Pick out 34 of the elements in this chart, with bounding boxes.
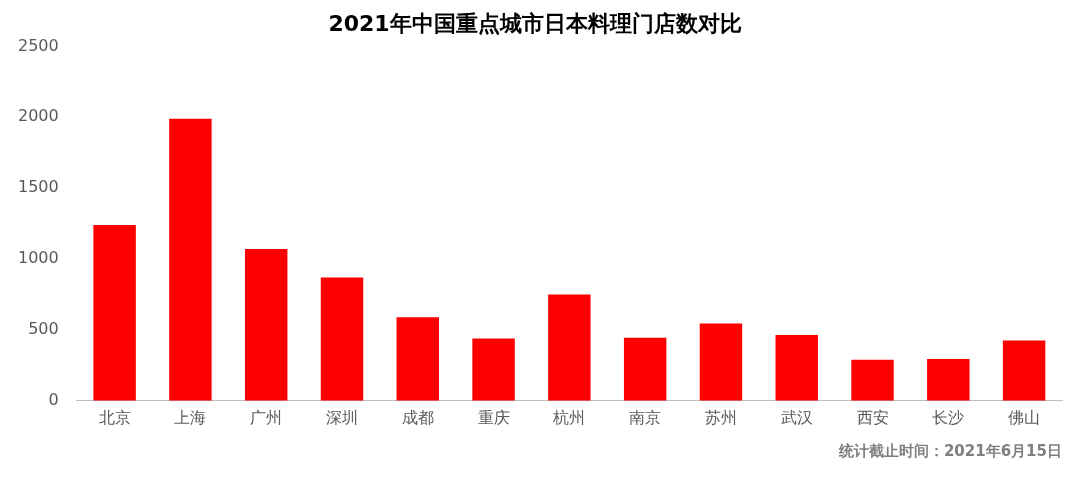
x-tick-label: 北京 — [98, 407, 131, 427]
bar — [1002, 340, 1046, 401]
x-tick-label: 西安 — [856, 407, 889, 427]
bar — [851, 359, 894, 401]
y-tick-label: 0 — [48, 389, 59, 409]
text: 统计截止时间：2021年6月15日 — [837, 442, 1062, 461]
x-tick-label: 广州 — [250, 407, 283, 427]
x-tick-label: 苏州 — [704, 407, 737, 427]
x-tick-label: 南京 — [629, 407, 662, 427]
chart-title: 2021年中国重点城市日本料理门店数对比 — [328, 10, 742, 36]
y-tick-label: 1000 — [18, 248, 59, 268]
bar — [244, 249, 288, 401]
bar — [320, 277, 364, 401]
x-tick-label: 武汉 — [780, 407, 813, 427]
bar — [472, 338, 515, 401]
bar — [699, 323, 743, 401]
x-tick-label: 长沙 — [932, 407, 965, 427]
y-tick-label: 1500 — [18, 177, 59, 197]
bar — [927, 358, 970, 401]
x-tick-label: 杭州 — [552, 407, 586, 427]
x-tick-label: 成都 — [401, 407, 434, 427]
x-tick-label: 重庆 — [477, 407, 510, 427]
bar — [775, 334, 818, 401]
x-tick-label: 上海 — [174, 407, 207, 427]
y-tick-label: 500 — [28, 319, 59, 339]
bar — [93, 225, 136, 401]
bar — [396, 317, 439, 401]
bar — [169, 118, 212, 401]
x-tick-label: 深圳 — [325, 407, 358, 427]
x-tick-label: 佛山 — [1008, 407, 1041, 427]
bar — [548, 294, 591, 401]
bar — [623, 337, 667, 401]
y-tick-label: 2000 — [18, 106, 59, 126]
y-tick-label: 2500 — [18, 35, 59, 55]
